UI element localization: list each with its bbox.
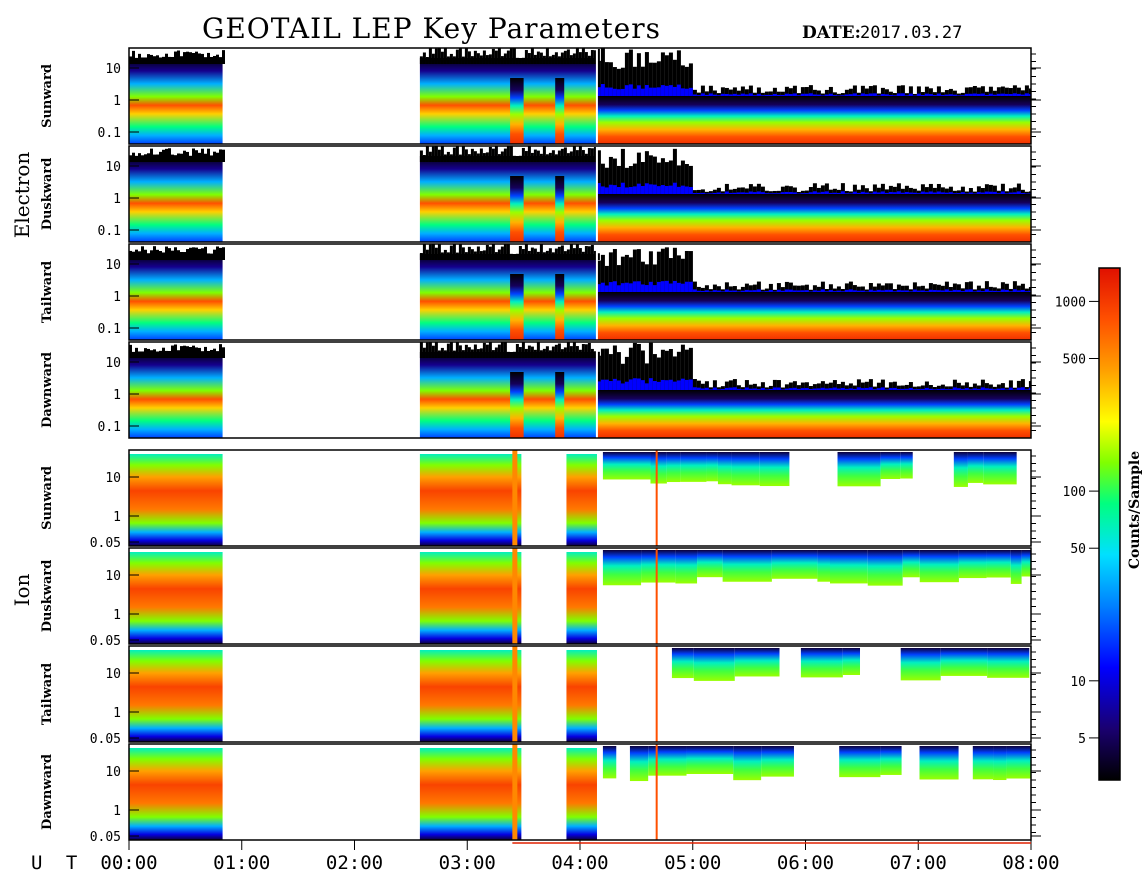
colorbar: 5 10 50 100 500 1000 Counts/Sample [1055, 267, 1142, 781]
y-tick-label: 0.1 [98, 322, 121, 337]
y-tick-label: 1 [113, 290, 121, 305]
y-tick-label: 10 [105, 160, 121, 175]
panel-direction-label: Dawnward [40, 754, 55, 830]
date-value: 2017.03.27 [860, 23, 962, 43]
panel-frame [128, 145, 1032, 243]
ion-duskward-panel: 10 1 0.05 Duskward [40, 547, 1041, 649]
date-label: DATE: [802, 23, 861, 43]
y-tick-label: 1 [113, 608, 121, 623]
colorbar-label: Counts/Sample [1127, 451, 1142, 569]
x-tick-label: 05:00 [664, 852, 721, 874]
y-tick-label: 10 [105, 356, 121, 371]
electron-tailward-panel: 10 1 0.1 Tailward [40, 243, 1041, 341]
panel-frame [128, 645, 1032, 743]
y-tick-label: 10 [105, 471, 121, 486]
x-tick-label: 02:00 [326, 852, 383, 874]
y-tick-label: 0.05 [90, 732, 121, 747]
y-tick-label: 1 [113, 510, 121, 525]
colorbar-tick-label: 5 [1078, 732, 1086, 747]
panel-direction-label: Sunward [40, 64, 55, 128]
spectrogram-image [129, 646, 1030, 742]
x-tick-label: 06:00 [777, 852, 834, 874]
colorbar-tick-label: 500 [1063, 353, 1086, 368]
spectrogram-panels: 10 1 0.1 Sunward 10 1 0.1 Duskward 10 1 0.1 Tailwar… [40, 47, 1041, 845]
y-tick-label: 1 [113, 192, 121, 207]
ion-sunward-panel: 10 1 0.05 Sunward [40, 449, 1041, 551]
electron-dawnward-panel: 10 1 0.1 Dawnward [40, 341, 1041, 439]
panel-direction-label: Duskward [40, 158, 55, 231]
x-tick-label: 04:00 [551, 852, 608, 874]
x-tick-label: 01:00 [213, 852, 270, 874]
spectrogram-image [129, 548, 1031, 644]
spectrogram-image [129, 744, 1031, 840]
y-tick-label: 10 [105, 258, 121, 273]
y-tick-label: 0.05 [90, 536, 121, 551]
colorbar-tick-label: 50 [1070, 542, 1086, 557]
x-axis-label: U T [31, 852, 83, 874]
colorbar-bar [1098, 267, 1121, 781]
y-tick-label: 10 [105, 765, 121, 780]
y-tick-label: 10 [105, 569, 121, 584]
colorbar-tick-label: 10 [1070, 675, 1086, 690]
x-tick-label: 00:00 [100, 852, 157, 874]
panel-frame [128, 341, 1032, 439]
y-tick-label: 10 [105, 667, 121, 682]
panel-frame [128, 449, 1032, 547]
y-tick-label: 0.1 [98, 126, 121, 141]
chart-title: GEOTAIL LEP Key Parameters [202, 12, 661, 45]
group-label-electron: Electron [10, 152, 34, 239]
time-axis: U T 00:00 01:00 02:00 03:00 04:00 05:00 06:00 07… [31, 840, 1060, 874]
panel-direction-label: Sunward [40, 466, 55, 530]
colorbar-tick-label: 1000 [1055, 295, 1086, 310]
panel-direction-label: Dawnward [40, 352, 55, 428]
colorbar-tick-label: 100 [1063, 485, 1086, 500]
x-tick-label: 03:00 [439, 852, 496, 874]
y-tick-label: 1 [113, 804, 121, 819]
y-tick-label: 0.05 [90, 634, 121, 649]
panel-frame [128, 47, 1032, 145]
panel-direction-label: Duskward [40, 560, 55, 633]
y-tick-label: 1 [113, 388, 121, 403]
spectrogram-image [129, 48, 1031, 144]
y-tick-label: 0.05 [90, 830, 121, 845]
electron-duskward-panel: 10 1 0.1 Duskward [40, 145, 1041, 243]
y-tick-label: 1 [113, 706, 121, 721]
x-tick-label: 07:00 [890, 852, 947, 874]
y-tick-label: 10 [105, 62, 121, 77]
spectrogram-image [129, 244, 1031, 340]
spectrogram-image [129, 450, 1017, 546]
panel-frame [128, 243, 1032, 341]
y-tick-label: 0.1 [98, 420, 121, 435]
colorbar-ticks: 5 10 50 100 500 1000 [1055, 295, 1099, 747]
x-tick-label: 08:00 [1002, 852, 1059, 874]
group-label-ion: Ion [10, 573, 34, 606]
electron-sunward-panel: 10 1 0.1 Sunward [40, 47, 1041, 145]
ion-tailward-panel: 10 1 0.05 Tailward [40, 645, 1041, 747]
spectrogram-image [129, 342, 1031, 438]
panel-direction-label: Tailward [40, 663, 55, 725]
y-tick-label: 0.1 [98, 224, 121, 239]
panel-frame [128, 547, 1032, 645]
group-labels: Electron Ion [10, 152, 34, 607]
panel-direction-label: Tailward [40, 261, 55, 323]
spectrogram-image [129, 146, 1031, 242]
ion-dawnward-panel: 10 1 0.05 Dawnward [40, 743, 1041, 845]
y-tick-label: 1 [113, 94, 121, 109]
